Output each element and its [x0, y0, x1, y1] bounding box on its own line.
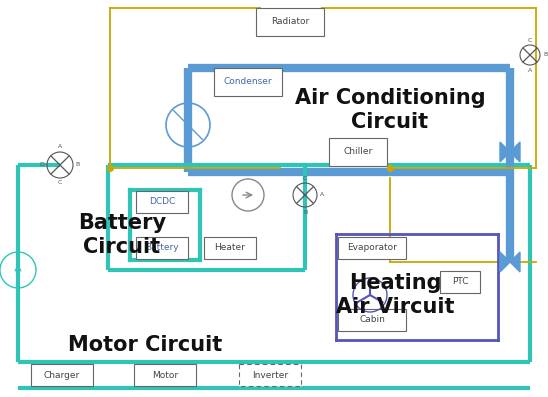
Polygon shape	[500, 252, 510, 272]
Text: Radiator: Radiator	[271, 17, 309, 27]
Text: B: B	[303, 210, 307, 214]
Text: C: C	[58, 181, 62, 185]
Text: Charger: Charger	[44, 370, 80, 380]
FancyBboxPatch shape	[338, 237, 406, 259]
Text: C: C	[303, 175, 307, 181]
Text: B: B	[76, 162, 80, 168]
Text: DCDC: DCDC	[149, 197, 175, 206]
Text: PTC: PTC	[452, 278, 468, 287]
Text: Battery
Circuit: Battery Circuit	[78, 214, 166, 256]
FancyBboxPatch shape	[239, 364, 301, 386]
Text: A: A	[320, 193, 324, 197]
Text: Condenser: Condenser	[224, 77, 272, 87]
FancyBboxPatch shape	[136, 237, 188, 259]
FancyBboxPatch shape	[136, 191, 188, 213]
FancyBboxPatch shape	[256, 8, 324, 36]
Text: Motor: Motor	[152, 370, 178, 380]
FancyBboxPatch shape	[134, 364, 196, 386]
Text: Cabin: Cabin	[359, 316, 385, 324]
FancyBboxPatch shape	[204, 237, 256, 259]
Polygon shape	[510, 142, 520, 162]
Text: Motor Circuit: Motor Circuit	[68, 335, 222, 355]
FancyBboxPatch shape	[214, 68, 282, 96]
Text: Inverter: Inverter	[252, 370, 288, 380]
Text: Heater: Heater	[215, 243, 246, 252]
Polygon shape	[510, 252, 520, 272]
Text: C: C	[528, 37, 532, 42]
Text: Evaporator: Evaporator	[347, 243, 397, 252]
FancyBboxPatch shape	[329, 138, 387, 166]
Text: B: B	[543, 52, 547, 58]
FancyBboxPatch shape	[31, 364, 93, 386]
Text: Chiller: Chiller	[344, 148, 373, 156]
FancyBboxPatch shape	[338, 309, 406, 331]
Polygon shape	[500, 142, 510, 162]
Text: Battery: Battery	[145, 243, 179, 252]
Text: A: A	[58, 145, 62, 150]
Text: A: A	[528, 67, 532, 73]
Text: Air Conditioning
Circuit: Air Conditioning Circuit	[295, 89, 486, 131]
FancyBboxPatch shape	[440, 271, 480, 293]
Text: D: D	[39, 162, 44, 168]
Text: Heating
Air Vircuit: Heating Air Vircuit	[336, 274, 454, 316]
